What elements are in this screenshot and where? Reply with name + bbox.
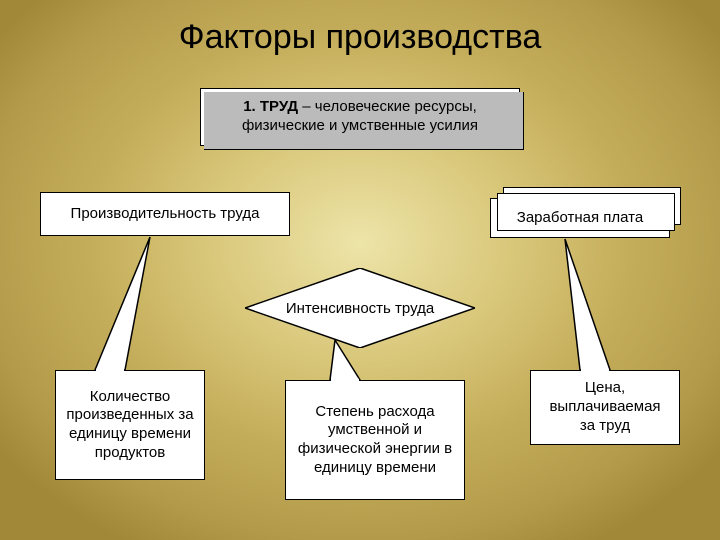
box-wage: Заработная плата xyxy=(490,198,670,238)
diamond-label: Интенсивность труда xyxy=(286,300,434,317)
box1-bold: 1. ТРУД xyxy=(243,98,298,115)
diamond-intensity: Интенсивность труда xyxy=(245,268,475,348)
box-labor-definition: 1. ТРУД – человеческие ресурсы, физическ… xyxy=(200,88,520,146)
